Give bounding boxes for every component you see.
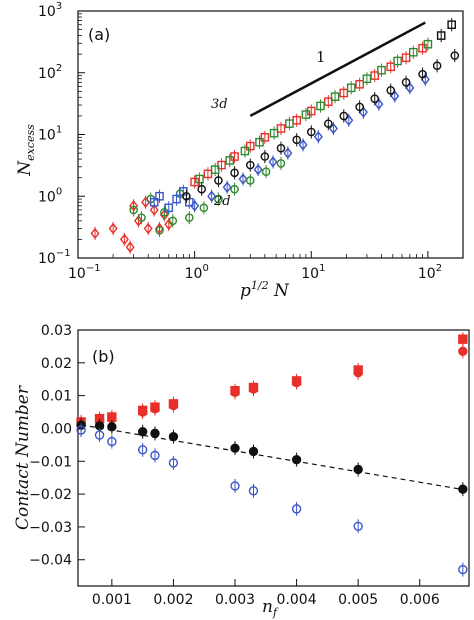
b-xtick-label-0: 0.001: [92, 592, 132, 608]
a-ytick-label-4: 103: [38, 1, 62, 20]
b-xtick-label-3: 0.004: [277, 592, 317, 608]
fit-dashed-line: [80, 424, 463, 491]
panel-b-ylabel: Contact Number: [13, 385, 33, 530]
panel-a-ylabel: Nexcess: [15, 124, 37, 177]
a-ytick-label-3: 102: [38, 63, 62, 82]
panel-a-label: (a): [88, 25, 110, 44]
panel-b: 0.001 0.002 0.003 0.004 0.005 0.006 0.03 0.02 0.…: [13, 323, 470, 619]
annotation-2d: 2d: [213, 194, 231, 209]
annotation-slope-1: 1: [316, 48, 326, 66]
b-ytick-label-3: 0.00: [41, 421, 72, 437]
b-xtick-label-5: 0.006: [400, 592, 440, 608]
b-xtick-label-4: 0.005: [338, 592, 378, 608]
b-xtick-label-2: 0.003: [215, 592, 255, 608]
b-ytick-label-4: −0.01: [29, 454, 72, 470]
b-xtick-label-1: 0.002: [153, 592, 193, 608]
panel-b-frame: [77, 329, 470, 587]
a-xtick-label-0: 10−1: [68, 263, 101, 282]
b-ytick-label-1: 0.02: [41, 356, 72, 372]
b-ytick-label-0: 0.03: [41, 323, 72, 339]
panel-a-xlabel: p1/2 N: [240, 279, 290, 301]
slope-guide-line: [249, 21, 426, 118]
a-xtick-label-3: 102: [418, 263, 442, 282]
annotation-3d: 3d: [211, 97, 228, 112]
panel-b-label: (b): [92, 347, 115, 366]
a-ytick-label-2: 101: [38, 125, 62, 144]
a-xtick-label-2: 101: [301, 263, 325, 282]
panel-b-xlabel: nf: [262, 597, 279, 619]
b-ytick-label-7: −0.04: [29, 553, 72, 569]
b-ytick-label-6: −0.03: [29, 520, 72, 536]
panel-a-xlabel-sup: 1/2: [251, 279, 269, 292]
a-xtick-label-1: 100: [185, 263, 209, 282]
a-ytick-label-1: 100: [38, 186, 62, 205]
b-ytick-label-2: 0.01: [41, 389, 72, 405]
a-ytick-label-0: 10−1: [38, 248, 71, 267]
b-ytick-label-5: −0.02: [29, 487, 72, 503]
